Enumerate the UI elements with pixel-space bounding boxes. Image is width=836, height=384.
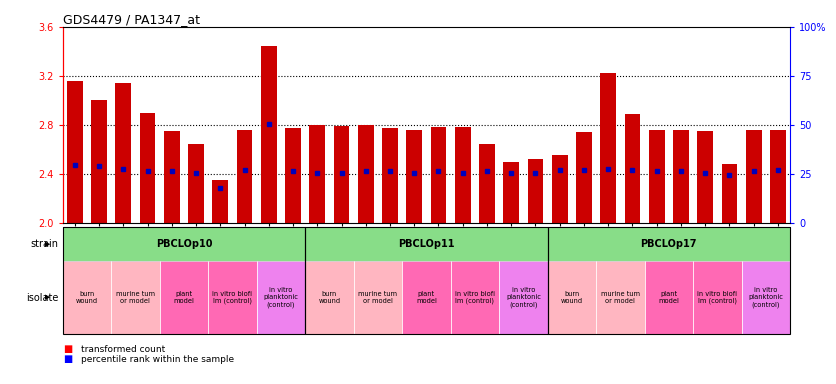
Bar [455, 127, 471, 223]
Bar [67, 81, 83, 223]
Bar [237, 130, 252, 223]
Text: isolate: isolate [26, 293, 59, 303]
Text: transformed count: transformed count [81, 345, 166, 354]
Bar [552, 156, 568, 223]
Text: ■: ■ [63, 354, 72, 364]
Text: burn
wound: burn wound [561, 291, 583, 304]
Text: strain: strain [31, 239, 59, 249]
Text: in vitro
planktonic
(control): in vitro planktonic (control) [506, 287, 541, 308]
Text: plant
model: plant model [416, 291, 436, 304]
Text: plant
model: plant model [174, 291, 194, 304]
Bar [697, 131, 713, 223]
Bar [212, 180, 228, 223]
Text: burn
wound: burn wound [319, 291, 340, 304]
Bar [285, 129, 301, 223]
Bar [431, 127, 446, 223]
Bar [503, 162, 519, 223]
Bar [479, 144, 495, 223]
Bar [770, 130, 786, 223]
Bar [358, 125, 374, 223]
Text: murine tum
or model: murine tum or model [116, 291, 155, 304]
Bar [382, 129, 398, 223]
Bar [91, 100, 107, 223]
Text: PBCLOp17: PBCLOp17 [640, 239, 697, 249]
Bar [334, 126, 349, 223]
Bar [115, 83, 131, 223]
Text: ■: ■ [63, 344, 72, 354]
Bar [309, 125, 325, 223]
Bar [576, 132, 592, 223]
Text: in vitro biofi
lm (control): in vitro biofi lm (control) [455, 291, 495, 305]
Bar [140, 113, 155, 223]
Bar [624, 114, 640, 223]
Text: ▶: ▶ [45, 241, 50, 247]
Text: GDS4479 / PA1347_at: GDS4479 / PA1347_at [63, 13, 200, 26]
Bar [406, 130, 422, 223]
Text: in vitro
planktonic
(control): in vitro planktonic (control) [748, 287, 783, 308]
Text: PBCLOp11: PBCLOp11 [398, 239, 455, 249]
Bar [528, 159, 543, 223]
Bar [746, 130, 762, 223]
Bar [164, 131, 180, 223]
Text: percentile rank within the sample: percentile rank within the sample [81, 354, 234, 364]
Bar [649, 130, 665, 223]
Text: in vitro biofi
lm (control): in vitro biofi lm (control) [212, 291, 252, 305]
Bar [261, 46, 277, 223]
Text: in vitro
planktonic
(control): in vitro planktonic (control) [263, 287, 298, 308]
Bar [673, 130, 689, 223]
Bar [600, 73, 616, 223]
Bar [188, 144, 204, 223]
Text: PBCLOp10: PBCLOp10 [155, 239, 212, 249]
Bar [721, 164, 737, 223]
Text: ▶: ▶ [45, 295, 50, 301]
Text: burn
wound: burn wound [76, 291, 98, 304]
Text: murine tum
or model: murine tum or model [601, 291, 640, 304]
Text: in vitro biofi
lm (control): in vitro biofi lm (control) [697, 291, 737, 305]
Text: plant
model: plant model [659, 291, 679, 304]
Text: murine tum
or model: murine tum or model [359, 291, 397, 304]
